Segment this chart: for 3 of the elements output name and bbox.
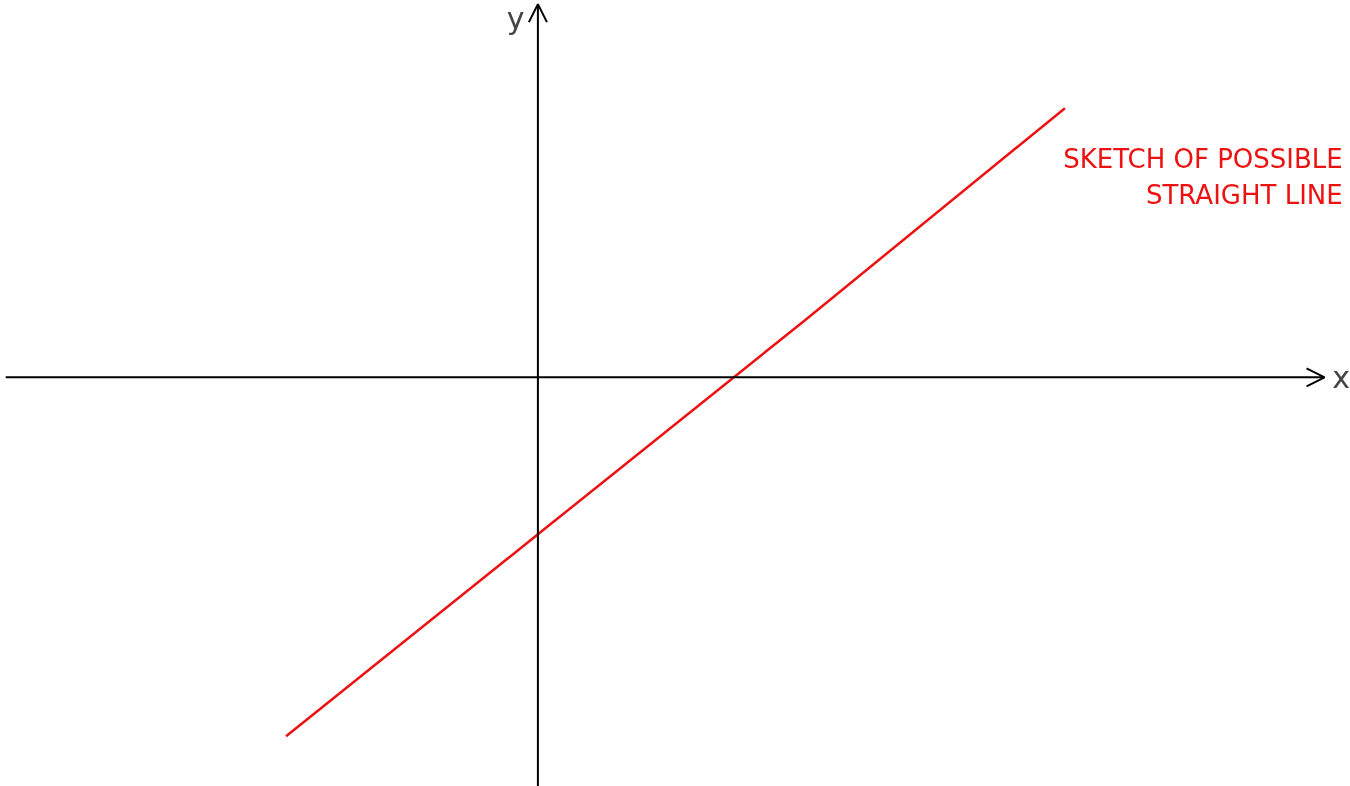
y-axis-title: y (506, 0, 525, 36)
annotation: SKETCH OF POSSIBLE STRAIGHT LINE (1063, 144, 1343, 211)
x-axis-title: x (1332, 359, 1350, 395)
